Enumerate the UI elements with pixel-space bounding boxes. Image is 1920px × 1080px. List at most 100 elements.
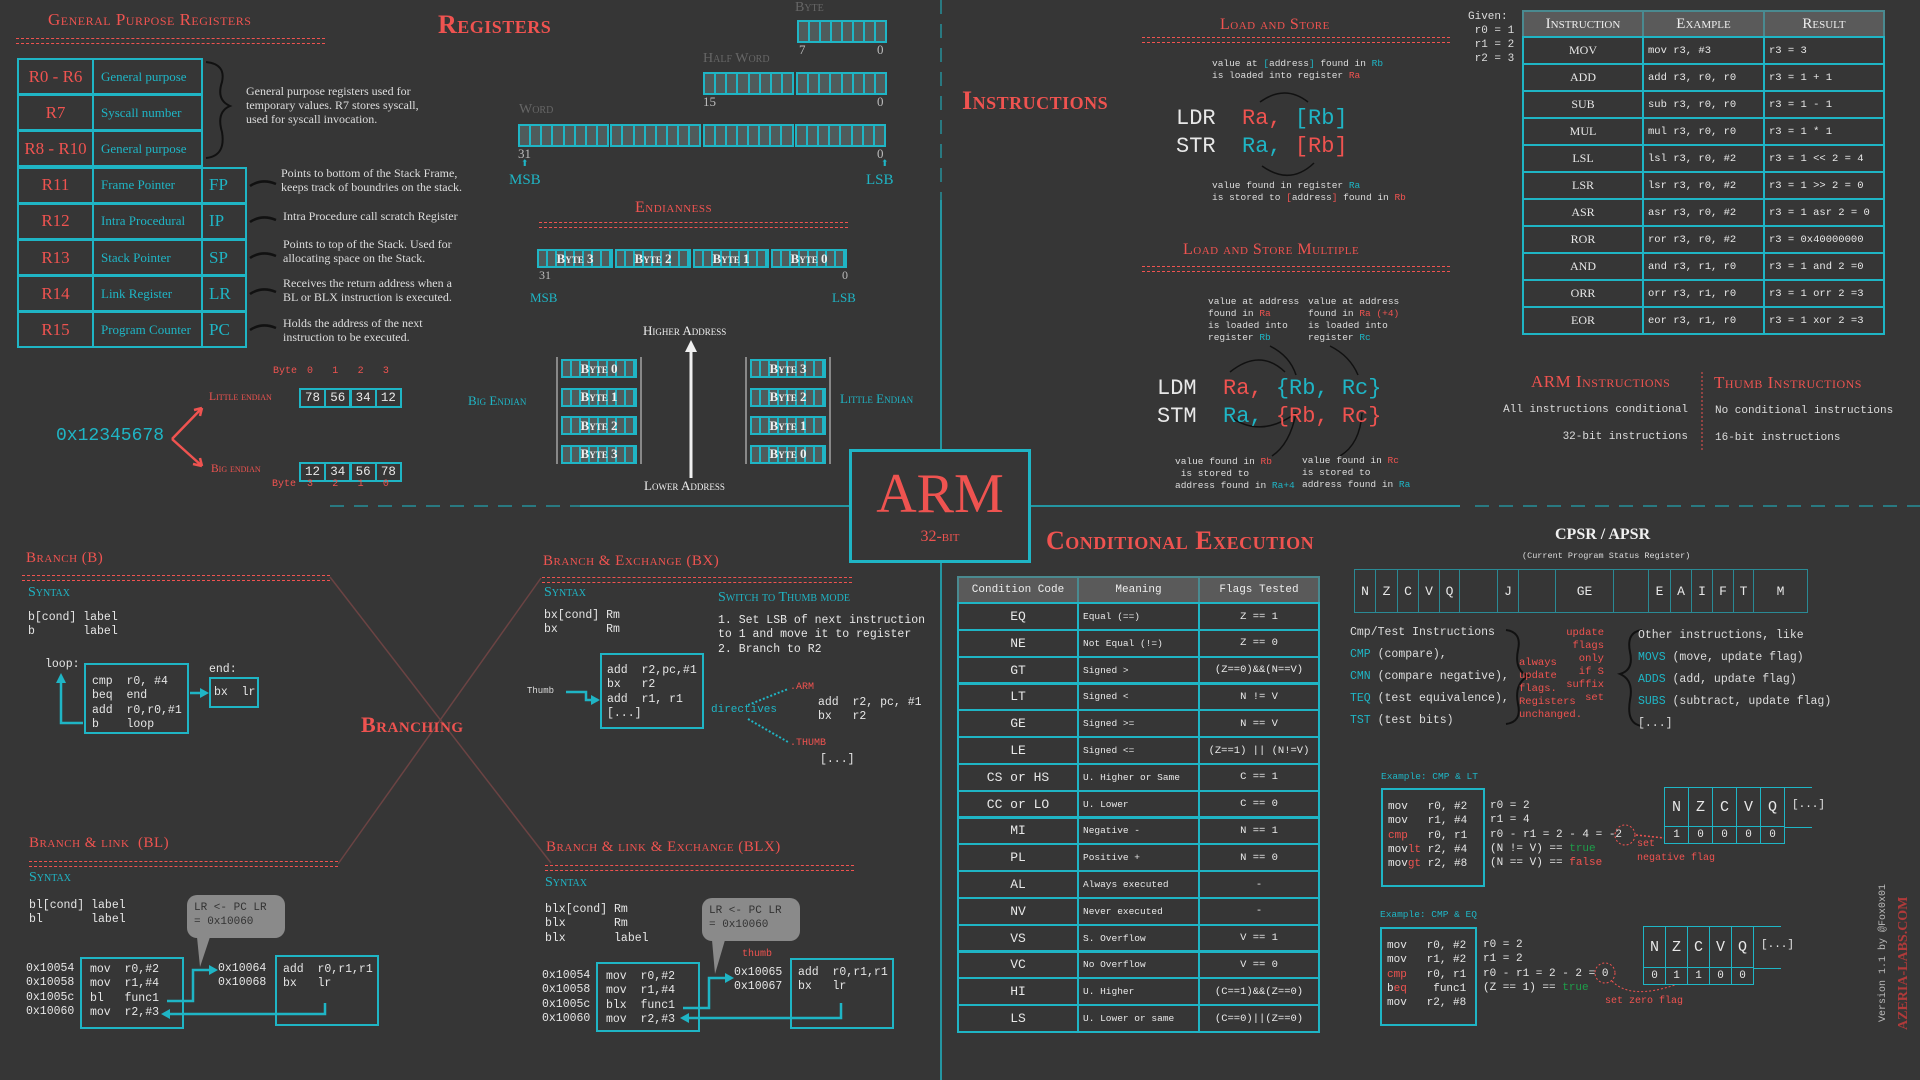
func-addresses: 0x10065 0x10067 bbox=[734, 966, 783, 994]
gp-registers-title: General Purpose Registers bbox=[48, 10, 252, 29]
bit-label: 0 bbox=[877, 42, 884, 57]
condition-code: GE bbox=[957, 709, 1079, 739]
pc-note: Holds the address of the next instructio… bbox=[283, 316, 423, 344]
ldr-note: value at [address] found in Rb is loaded… bbox=[1212, 58, 1384, 81]
big-endian-example-label: Big endian bbox=[211, 463, 261, 475]
always-update-note: always update flags. Registers unchanged… bbox=[1519, 657, 1583, 721]
flags-more: [...] bbox=[1761, 939, 1795, 951]
little-endian-byte: Byte 2 bbox=[750, 387, 826, 407]
big-endian-byte: Byte 3 bbox=[561, 444, 637, 464]
directives-label: directives bbox=[711, 704, 778, 716]
divider bbox=[29, 861, 338, 867]
instruction-example: lsr r3, r0, #2 bbox=[1642, 171, 1765, 200]
condition-flags: V == 1 bbox=[1198, 923, 1320, 953]
byte-index: 0 bbox=[382, 479, 389, 490]
instruction-name: LSL bbox=[1522, 144, 1644, 173]
condition-flags: C == 0 bbox=[1198, 789, 1320, 819]
cpsr-field: V bbox=[1418, 569, 1440, 613]
flag-name: Q bbox=[1760, 787, 1785, 827]
flag-value: 1 bbox=[1664, 826, 1689, 844]
blx-code-box: mov r0,#2 mov r1,#4 blx func1 mov r2,#3 bbox=[596, 962, 700, 1032]
func-code-box: add r0,r1,r1 bx lr bbox=[275, 955, 379, 1026]
cpsr-field: T bbox=[1733, 569, 1754, 613]
branch-title: Branch (B) bbox=[26, 550, 104, 566]
syntax-label: Syntax bbox=[28, 585, 70, 600]
arm-logo-box: ARM 32-bit bbox=[849, 449, 1031, 563]
register-number: R14 bbox=[17, 275, 94, 313]
byte-value: 78 bbox=[299, 388, 326, 408]
cmp-test-list: Cmp/Test Instructions CMP (compare), CMN… bbox=[1350, 626, 1509, 727]
condition-meaning: Negative - bbox=[1077, 816, 1200, 846]
byte-index: 1 bbox=[332, 366, 339, 377]
example-cmp-lt-code: mov r0, #2 mov r1, #4 cmp r0, r1 movlt r… bbox=[1381, 788, 1485, 887]
bl-addresses: 0x10054 0x10058 0x1005c 0x10060 bbox=[26, 962, 75, 1018]
ldm-note-rb: value at address found in Ra is loaded i… bbox=[1208, 296, 1300, 343]
branch-link-title: Branch & link (BL) bbox=[29, 835, 170, 851]
condition-flags: N == V bbox=[1198, 709, 1320, 739]
loop-label: loop: bbox=[45, 658, 80, 671]
flag-name: V bbox=[1709, 926, 1732, 968]
instruction-name: ADD bbox=[1522, 63, 1644, 92]
flags-more: [...] bbox=[1792, 799, 1826, 811]
bl-code: mov r0,#2 mov r1,#4 bl func1 mov r2,#3 bbox=[90, 963, 160, 1019]
instruction-result: r3 = 1 xor 2 =3 bbox=[1763, 306, 1885, 335]
condition-flags: (C==1)&&(Z==0) bbox=[1198, 977, 1320, 1007]
tooltip-pointer bbox=[197, 937, 210, 967]
lr-tooltip: LR <- PC LR = 0x10060 bbox=[702, 898, 800, 941]
register-name: General purpose bbox=[92, 58, 203, 95]
flag-name: C bbox=[1712, 787, 1737, 827]
condition-meaning: U. Higher or Same bbox=[1077, 762, 1200, 792]
table-header: Meaning bbox=[1077, 576, 1200, 604]
condition-flags: N == 1 bbox=[1198, 816, 1320, 846]
code-lines: mov r0, #2 mov r1, #4 cmp r0, r1 movlt r… bbox=[1388, 801, 1468, 871]
condition-flags: N == 0 bbox=[1198, 843, 1320, 873]
condition-meaning: Signed > bbox=[1077, 655, 1200, 685]
cpsr-field: J bbox=[1497, 569, 1519, 613]
register-number: R13 bbox=[17, 239, 94, 276]
big-endian-label: Big Endian bbox=[468, 393, 527, 408]
instruction-example: mov r3, #3 bbox=[1642, 36, 1765, 65]
table-header: Result bbox=[1763, 10, 1885, 38]
flag-value: 0 bbox=[1760, 826, 1785, 844]
register-alias: LR bbox=[201, 275, 247, 313]
cpsr-field: C bbox=[1397, 569, 1419, 613]
register-name: Frame Pointer bbox=[92, 166, 203, 204]
instruction-result: r3 = 1 << 2 = 4 bbox=[1763, 144, 1885, 173]
instruction-example: lsl r3, r0, #2 bbox=[1642, 144, 1765, 173]
condition-meaning: No Overflow bbox=[1077, 950, 1200, 980]
thumb-label: thumb bbox=[742, 949, 773, 960]
condition-code: PL bbox=[957, 843, 1079, 873]
higher-address-label: Higher Address bbox=[643, 323, 727, 338]
table-header: Condition Code bbox=[957, 576, 1079, 604]
load-store-title: Load and Store bbox=[1220, 16, 1330, 33]
byte-index: 0 bbox=[307, 366, 314, 377]
register-name: General purpose bbox=[92, 130, 203, 168]
table-header: Flags Tested bbox=[1198, 576, 1320, 604]
condition-code: LE bbox=[957, 736, 1079, 765]
fp-note: Points to bottom of the Stack Frame, kee… bbox=[281, 166, 462, 194]
register-number: R15 bbox=[17, 311, 94, 349]
instruction-name: AND bbox=[1522, 252, 1644, 281]
little-endian-byte: Byte 3 bbox=[750, 359, 826, 378]
code-lines: mov r0, #2 mov r1, #2 cmp r0, r1 beq fun… bbox=[1387, 940, 1467, 1010]
bx-code-box: add r2,pc,#1 bx r2 add r1, r1 [...] bbox=[600, 653, 704, 729]
register-number: R7 bbox=[17, 94, 94, 132]
divider bbox=[1142, 266, 1450, 272]
register-alias: IP bbox=[201, 202, 247, 240]
bit-label: 15 bbox=[703, 94, 716, 109]
cpsr-field: F bbox=[1712, 569, 1734, 613]
endian-byte: Byte 1 bbox=[693, 249, 769, 268]
condition-meaning: U. Lower or same bbox=[1077, 1004, 1200, 1033]
cpsr-field: E bbox=[1648, 569, 1671, 613]
lsb-label: LSB bbox=[832, 290, 856, 305]
word-bits bbox=[610, 124, 702, 147]
flag-value: 0 bbox=[1709, 967, 1732, 985]
end-code-box: bx lr bbox=[209, 677, 259, 708]
set-negative-flag-note: set negative flag bbox=[1637, 839, 1716, 864]
instruction-name: ASR bbox=[1522, 198, 1644, 227]
flag-name: Z bbox=[1665, 926, 1688, 968]
flags-border bbox=[1753, 926, 1781, 969]
condition-code: EQ bbox=[957, 602, 1079, 631]
big-endian-byte: Byte 1 bbox=[561, 387, 637, 407]
